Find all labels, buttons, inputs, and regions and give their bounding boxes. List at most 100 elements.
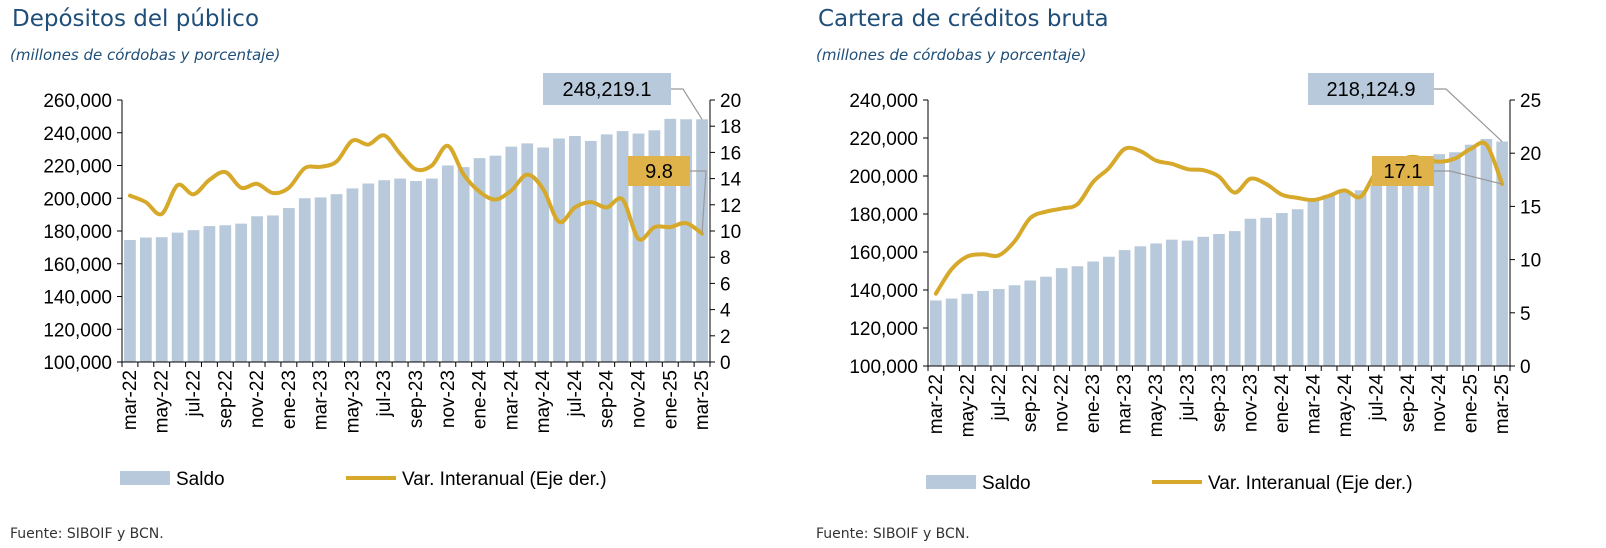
x-axis-tick-label: sep-23 — [1209, 374, 1230, 432]
left-axis-tick-label: 240,000 — [43, 124, 112, 145]
x-axis-tick-label: mar-22 — [926, 374, 947, 434]
x-axis-tick-label: sep-22 — [215, 370, 236, 428]
chart-panel-depositos: Depósitos del público (millones de córdo… — [0, 0, 800, 548]
x-axis-tick-label: nov-22 — [247, 370, 268, 428]
x-axis-tick-label: jul-22 — [989, 374, 1010, 421]
callout-saldo-box — [1308, 73, 1434, 105]
x-axis-tick-label: ene-25 — [1461, 374, 1482, 433]
right-axis-tick-label: 4 — [720, 301, 731, 322]
right-axis-tick-label: 20 — [720, 91, 741, 112]
x-axis-tick-label: mar-23 — [311, 370, 332, 430]
x-axis-tick-label: nov-24 — [1429, 374, 1450, 433]
bar-saldo — [441, 165, 454, 362]
x-axis-tick-label: mar-24 — [1303, 374, 1324, 435]
legend-var-label: Var. Interanual (Eje der.) — [402, 469, 607, 490]
left-axis-tick-label: 200,000 — [849, 167, 918, 188]
left-axis-tick-label: 240,000 — [849, 91, 918, 112]
bar-saldo — [171, 232, 184, 362]
bar-saldo — [1118, 250, 1131, 366]
left-axis-tick-label: 140,000 — [43, 288, 112, 309]
left-axis-tick-label: 120,000 — [43, 320, 112, 341]
x-axis-tick-label: sep-24 — [597, 370, 618, 429]
bar-saldo — [1260, 217, 1273, 366]
right-axis-tick-label: 25 — [1520, 91, 1541, 112]
x-axis-tick-label: sep-24 — [1398, 374, 1419, 433]
x-axis-tick-label: may-23 — [1146, 374, 1167, 437]
left-axis-tick-label: 180,000 — [43, 222, 112, 243]
bar-saldo — [1055, 268, 1068, 366]
chart-panel-cartera: Cartera de créditos bruta (millones de c… — [806, 0, 1606, 548]
chart-title: Cartera de créditos bruta — [818, 6, 1109, 32]
chart-title: Depósitos del público — [12, 6, 260, 32]
depositos-chart: 100,000 120,000 140,000 160,000 180,000 200,0… — [43, 73, 742, 490]
left-axis-tick-label: 160,000 — [43, 255, 112, 276]
line-var-interanual — [127, 133, 705, 242]
bar-saldo — [330, 194, 343, 362]
bar-saldo — [961, 293, 974, 366]
x-axis-tick-label: ene-23 — [279, 370, 300, 429]
right-axis-tick-label: 2 — [720, 327, 731, 348]
bar-saldo — [394, 178, 406, 362]
bar-saldo — [1228, 231, 1241, 366]
left-axis-tick-label: 140,000 — [849, 281, 918, 302]
left-axis-tick-label: 100,000 — [849, 357, 918, 378]
bar-saldo — [139, 237, 152, 362]
bar-saldo — [267, 215, 279, 362]
bar-saldo — [1150, 243, 1162, 366]
bar-saldo — [1165, 239, 1178, 366]
legend-saldo-swatch — [926, 475, 976, 489]
bar-saldo — [1291, 209, 1304, 366]
bar-saldo — [1370, 184, 1383, 366]
right-axis-tick-label: 10 — [720, 222, 741, 243]
right-axis-tick-label: 0 — [1520, 357, 1531, 378]
bar-saldo — [1496, 141, 1508, 366]
x-axis-tick-label: mar-22 — [120, 370, 141, 430]
bar-saldo — [298, 198, 311, 362]
bar-saldo — [1480, 138, 1493, 366]
bar-saldo — [1339, 192, 1351, 366]
bar-saldo — [521, 143, 534, 362]
x-axis-tick-label: nov-23 — [1240, 374, 1261, 432]
legend-saldo-label: Saldo — [176, 469, 225, 490]
bar-saldo — [1417, 161, 1430, 366]
bar-saldo — [473, 158, 486, 362]
bar-saldo — [235, 223, 248, 362]
x-axis-tick-label: mar-23 — [1115, 374, 1136, 434]
bar-saldo — [632, 133, 645, 362]
bar-saldo — [1401, 171, 1414, 366]
bar-saldo — [553, 138, 565, 362]
left-axis-tick-label: 100,000 — [43, 353, 112, 374]
left-axis-tick-label: 200,000 — [43, 189, 112, 210]
right-axis-tick-label: 16 — [720, 143, 741, 164]
bar-saldo — [426, 178, 438, 362]
cartera-chart: 100,000 120,000 140,000 160,000 180,000 200,0… — [849, 73, 1541, 494]
x-axis-tick-label: nov-23 — [438, 370, 459, 428]
bar-saldo — [1040, 276, 1052, 366]
bar-saldo — [1323, 195, 1335, 366]
bar-saldo — [362, 183, 375, 362]
legend-var-label: Var. Interanual (Eje der.) — [1208, 473, 1413, 494]
bar-saldo — [1354, 190, 1367, 366]
x-axis-tick-label: mar-25 — [692, 370, 713, 430]
bar-saldo — [489, 155, 502, 362]
bar-saldo — [251, 216, 263, 362]
bar-saldo — [1008, 285, 1021, 366]
bar-saldo — [1307, 200, 1320, 366]
bar-saldo — [584, 140, 597, 362]
bar-saldo — [1103, 256, 1115, 366]
x-axis-tick-label: jul-24 — [1366, 374, 1387, 422]
right-axis-tick-label: 14 — [720, 170, 742, 191]
callout-saldo-box — [543, 73, 671, 105]
x-axis-tick-label: jul-23 — [1178, 374, 1199, 421]
chart-subtitle: (millones de córdobas y porcentaje) — [816, 46, 1087, 64]
x-axis-tick-label: may-22 — [152, 370, 173, 433]
x-axis-tick-label: may-24 — [533, 370, 554, 434]
callout-var-box — [628, 156, 690, 186]
bar-saldo — [457, 167, 470, 362]
x-axis-tick-label: may-22 — [957, 374, 978, 437]
bar-saldo — [155, 237, 168, 362]
right-axis-tick-label: 12 — [720, 196, 741, 217]
left-axis-tick-label: 180,000 — [849, 205, 918, 226]
x-axis-tick-label: jul-24 — [565, 370, 586, 418]
bar-saldo — [203, 226, 216, 362]
